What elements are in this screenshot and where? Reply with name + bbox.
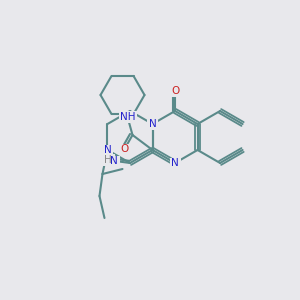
FancyBboxPatch shape [169, 158, 181, 169]
Text: N: N [148, 119, 156, 129]
FancyBboxPatch shape [147, 118, 158, 130]
FancyBboxPatch shape [169, 85, 181, 97]
FancyBboxPatch shape [109, 155, 119, 167]
Text: N: N [110, 156, 118, 166]
FancyBboxPatch shape [101, 154, 115, 166]
Text: H: H [104, 155, 112, 165]
Text: O: O [171, 86, 179, 96]
FancyBboxPatch shape [119, 143, 130, 155]
Text: NH: NH [120, 112, 135, 122]
FancyBboxPatch shape [118, 111, 136, 123]
Text: N: N [103, 145, 111, 155]
FancyBboxPatch shape [102, 145, 113, 155]
Text: N: N [171, 158, 179, 168]
Text: O: O [120, 144, 129, 154]
